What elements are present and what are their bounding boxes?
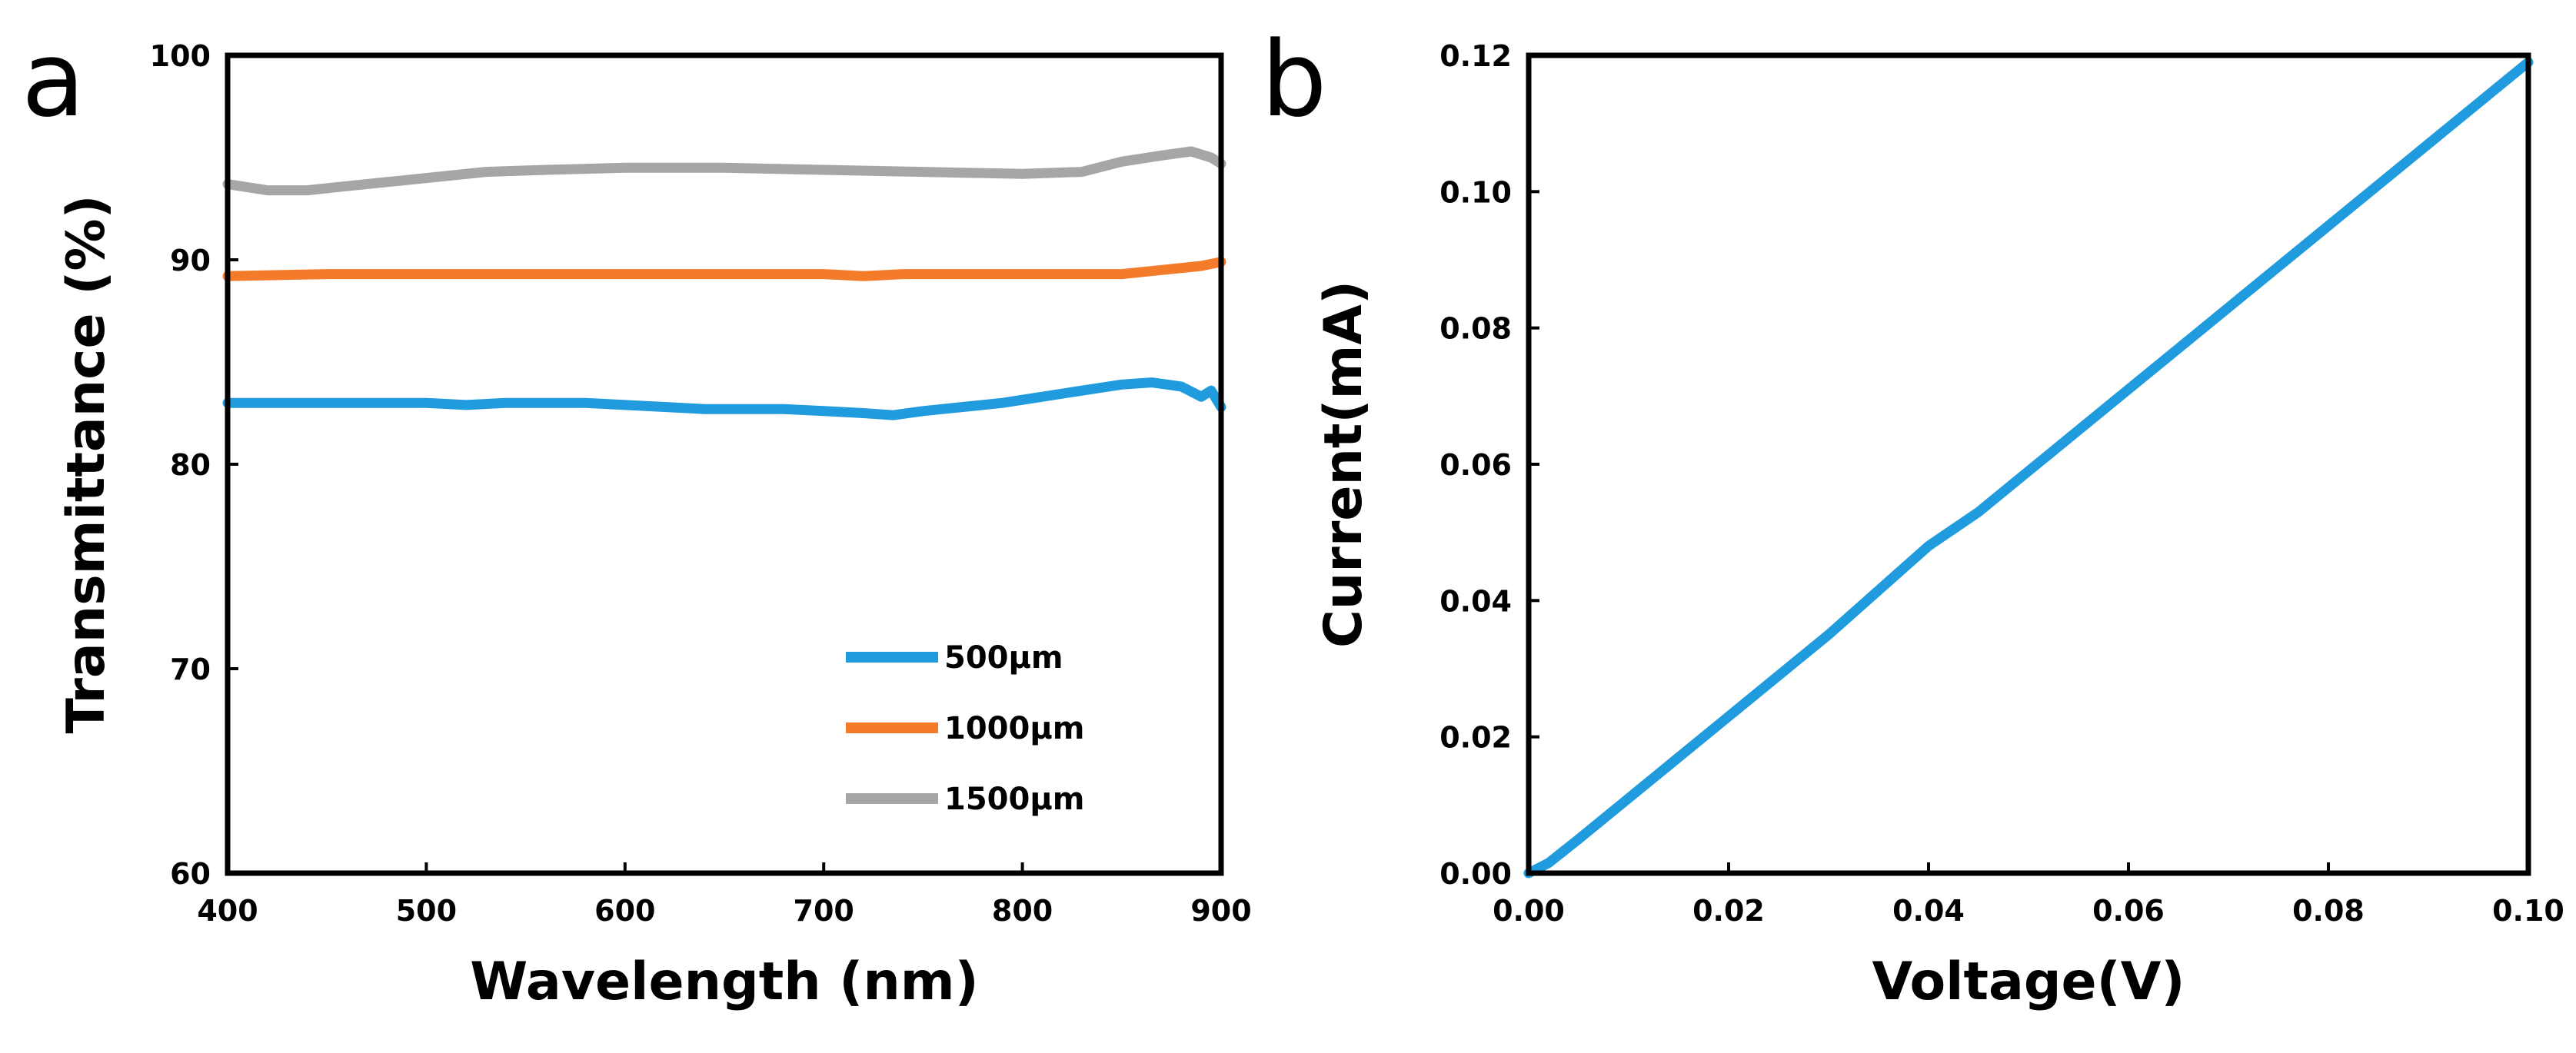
panel-a-series-line-2 bbox=[222, 146, 1226, 196]
panel-b-y-tick-label: 0.00 bbox=[1439, 857, 1512, 891]
panel-a-x-tick-label: 800 bbox=[992, 894, 1053, 928]
panel-a-y-tick-label: 90 bbox=[170, 244, 211, 277]
panel-b-y-tick-label: 0.10 bbox=[1439, 175, 1512, 209]
panel-b-y-tick-label: 0.12 bbox=[1439, 39, 1512, 73]
legend-label-0: 500μm bbox=[944, 640, 1063, 676]
panel-a-series-line-0 bbox=[222, 377, 1226, 420]
panel-a-x-tick-label: 600 bbox=[594, 894, 655, 928]
panel-a: a 400 500 600 700 800 900 60 70 80 90 100 Wavelen… bbox=[22, 19, 1252, 1012]
panel-b-x-tick-label: 0.06 bbox=[2092, 894, 2165, 928]
panel-b-y-tick-label: 0.06 bbox=[1439, 448, 1512, 482]
panel-b-x-axis-title: Voltage(V) bbox=[1872, 952, 2185, 1012]
panel-b-x-tick-label: 0.10 bbox=[2492, 894, 2564, 928]
panel-a-plot-frame bbox=[225, 52, 1224, 876]
panel-a-y-axis-title: Transmittance (%) bbox=[56, 194, 117, 733]
panel-b: b 0.00 0.02 0.04 0.06 0.08 0.10 0.00 0.02 0.04 0… bbox=[1261, 19, 2564, 1012]
panel-a-y-tick-label: 70 bbox=[170, 653, 211, 686]
panel-b-series bbox=[1523, 57, 2534, 879]
panel-label-b: b bbox=[1261, 19, 1327, 140]
panel-b-x-tick-label: 0.02 bbox=[1692, 894, 1765, 928]
panel-b-x-tick-label: 0.00 bbox=[1493, 894, 1565, 928]
panel-a-legend: 500μm 1000μm 1500μm bbox=[846, 640, 1084, 817]
panel-a-x-tick-label: 700 bbox=[794, 894, 854, 928]
panel-a-y-tick-label: 100 bbox=[150, 39, 211, 73]
panel-a-series bbox=[222, 146, 1226, 420]
legend-label-2: 1500μm bbox=[944, 782, 1084, 817]
panel-a-y-tick-label: 80 bbox=[170, 448, 211, 482]
panel-b-x-tick-label: 0.08 bbox=[2292, 894, 2365, 928]
panel-a-x-tick-label: 500 bbox=[396, 894, 457, 928]
panel-b-y-axis-title: Current(mA) bbox=[1313, 281, 1374, 648]
panel-a-x-tick-label: 400 bbox=[197, 894, 258, 928]
panel-a-x-axis-title: Wavelength (nm) bbox=[470, 952, 978, 1012]
legend-label-1: 1000μm bbox=[944, 711, 1084, 746]
panel-a-series-line-1 bbox=[222, 257, 1226, 281]
panel-b-y-tick-label: 0.04 bbox=[1439, 584, 1512, 618]
panel-b-y-tick-label: 0.02 bbox=[1439, 721, 1512, 755]
panel-b-x-tick-label: 0.04 bbox=[1892, 894, 1965, 928]
panel-a-y-tick-label: 60 bbox=[170, 857, 211, 891]
panel-b-y-tick-label: 0.08 bbox=[1439, 312, 1512, 346]
panel-b-plot-frame bbox=[1526, 52, 2531, 876]
panel-a-x-tick-label: 900 bbox=[1190, 894, 1251, 928]
panel-label-a: a bbox=[22, 19, 85, 140]
panel-b-series-line-0 bbox=[1523, 57, 2534, 879]
